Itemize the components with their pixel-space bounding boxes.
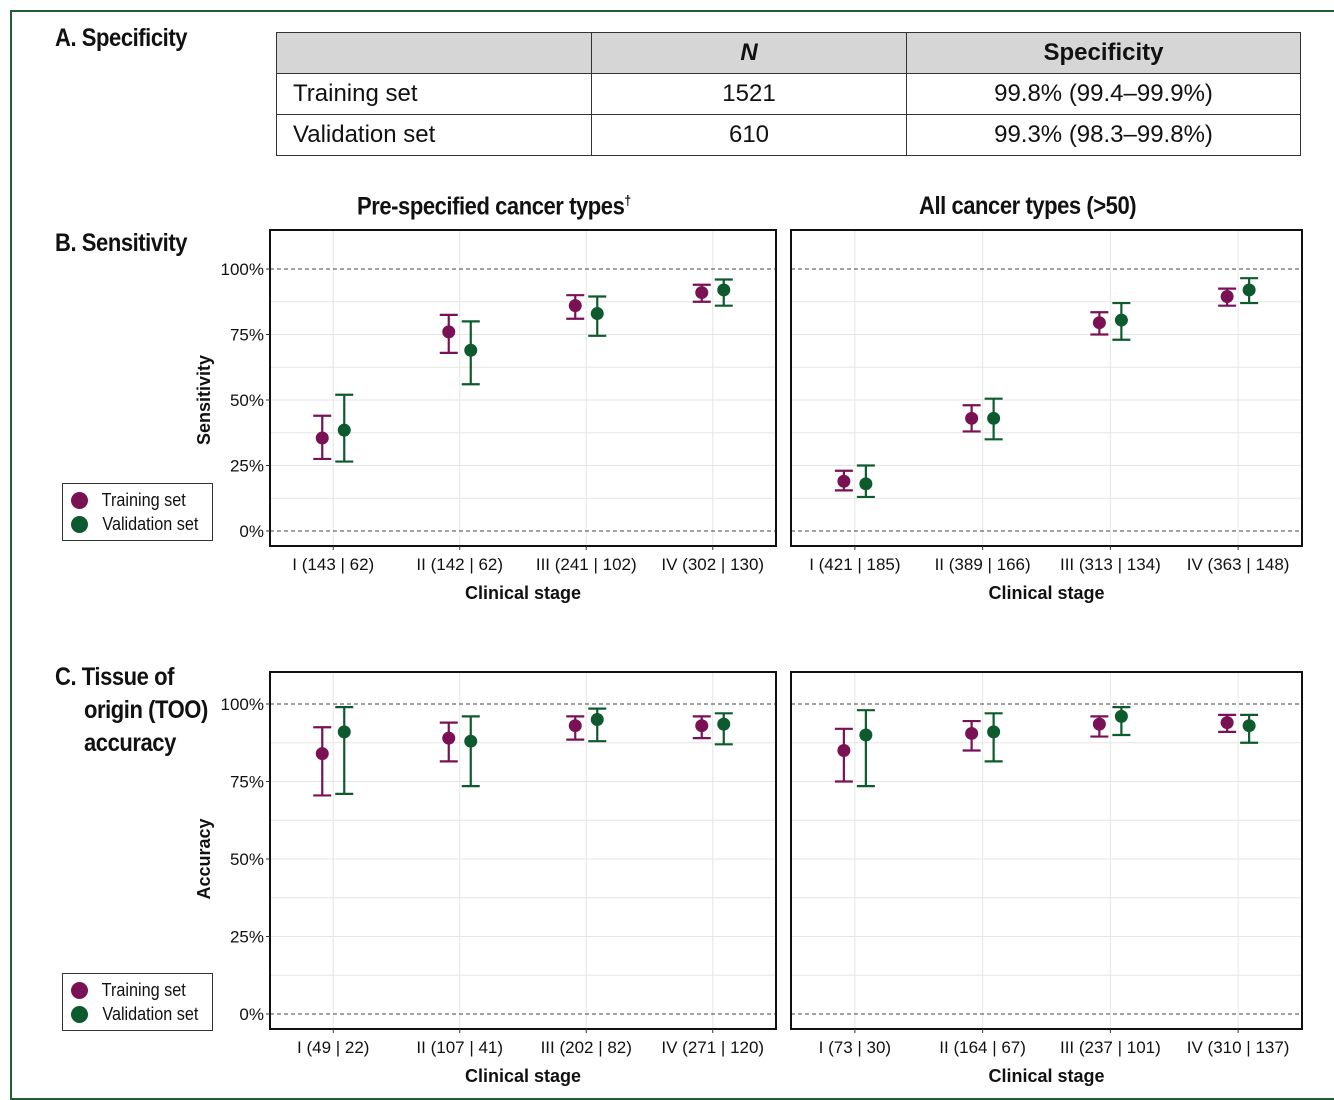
legend-training-marker [71,491,88,509]
x-tick-label: IV (310 | 137) [1187,1038,1290,1057]
data-point [315,747,329,761]
panel-border [269,229,777,547]
legend-accuracy: Training set Validation set [62,973,213,1031]
section-c-title-line-3: accuracy [84,729,176,757]
section-a-title: A. Specificity [55,24,187,52]
y-tick-label: 25% [230,928,264,947]
y-tick-label: 100% [221,260,264,279]
legend-item-validation: Validation set [71,512,204,536]
data-point [1220,716,1234,730]
data-point [859,477,873,491]
data-point [1220,290,1234,304]
data-point [464,734,478,748]
data-point [1092,717,1106,731]
y-axis-label: Sensitivity [194,355,214,445]
data-point [695,286,709,300]
x-tick-label: I (143 | 62) [292,555,374,574]
data-point [315,431,329,445]
x-axis-label: Clinical stage [988,1066,1104,1086]
table-header-row: N Specificity [276,32,1301,74]
x-axis-label: Clinical stage [465,1066,581,1086]
data-point [1242,719,1256,733]
table-cell: 99.8% (99.4–99.9%) [906,73,1301,115]
panel-border [269,671,777,1030]
y-tick-label: 75% [230,326,264,345]
section-b-title: B. Sensitivity [55,229,187,257]
x-tick-label: IV (363 | 148) [1187,555,1290,574]
x-tick-label: IV (302 | 130) [661,555,764,574]
data-point [837,744,851,757]
y-axis-label: Accuracy [194,818,214,899]
panel-title-left: Pre-specified cancer types† [357,192,631,221]
y-tick-label: 75% [230,773,264,792]
legend-item-training: Training set [71,978,204,1002]
data-point [717,717,731,731]
specificity-table: N Specificity Training set 1521 99.8% (9… [276,32,1301,156]
y-tick-label: 50% [230,391,264,410]
legend-validation-marker [71,1005,88,1023]
table-cell: 610 [591,114,907,156]
panel-border [790,671,1303,1030]
data-point [464,343,478,357]
data-point [442,731,456,745]
data-point [337,423,351,437]
y-tick-label: 50% [230,850,264,869]
x-tick-label: III (313 | 134) [1060,555,1161,574]
data-point [590,713,604,726]
data-point [568,299,582,313]
section-c-title-line-2: origin (TOO) [84,696,208,724]
panel-title-right: All cancer types (>50) [919,192,1137,220]
x-tick-label: III (237 | 101) [1060,1038,1161,1057]
data-point [442,325,456,339]
y-tick-label: 25% [230,457,264,476]
legend-sensitivity: Training set Validation set [62,483,213,541]
x-tick-label: II (142 | 62) [416,555,503,574]
data-point [337,725,351,739]
data-point [1242,283,1256,297]
table-cell: 99.3% (98.3–99.8%) [906,114,1301,156]
x-tick-label: III (241 | 102) [536,555,637,574]
legend-validation-marker [71,515,88,533]
y-tick-label: 100% [221,695,264,714]
x-tick-label: II (164 | 67) [939,1038,1026,1057]
panel-border [790,229,1303,547]
data-point [1114,709,1128,723]
data-point [965,726,979,740]
table-cell: Training set [276,73,592,115]
data-point [837,474,851,488]
x-axis-label: Clinical stage [988,583,1104,603]
legend-training-marker [71,981,88,999]
table-header-specificity: Specificity [906,32,1301,74]
data-point [987,411,1001,425]
table-header-empty [276,32,592,74]
data-point [717,283,731,297]
x-tick-label: II (107 | 41) [416,1038,503,1057]
x-tick-label: II (389 | 166) [935,555,1031,574]
table-header-n: N [591,32,907,74]
data-point [590,307,604,321]
section-c-title-line-1: C. Tissue of [55,663,175,691]
data-point [859,728,873,742]
x-tick-label: I (49 | 22) [297,1038,369,1057]
legend-item-validation: Validation set [71,1002,204,1026]
data-point [568,719,582,733]
x-tick-label: I (421 | 185) [809,555,900,574]
data-point [965,411,979,425]
data-point [1114,313,1128,327]
table-row: Validation set 610 99.3% (98.3–99.8%) [276,114,1301,156]
y-tick-label: 0% [239,1005,264,1024]
y-tick-label: 0% [239,522,264,541]
x-tick-label: III (202 | 82) [541,1038,632,1057]
table-cell: Validation set [276,114,592,156]
x-tick-label: IV (271 | 120) [661,1038,764,1057]
data-point [987,725,1001,739]
x-tick-label: I (73 | 30) [819,1038,891,1057]
legend-item-training: Training set [71,488,204,512]
data-point [1092,316,1106,330]
data-point [695,719,709,733]
x-axis-label: Clinical stage [465,583,581,603]
